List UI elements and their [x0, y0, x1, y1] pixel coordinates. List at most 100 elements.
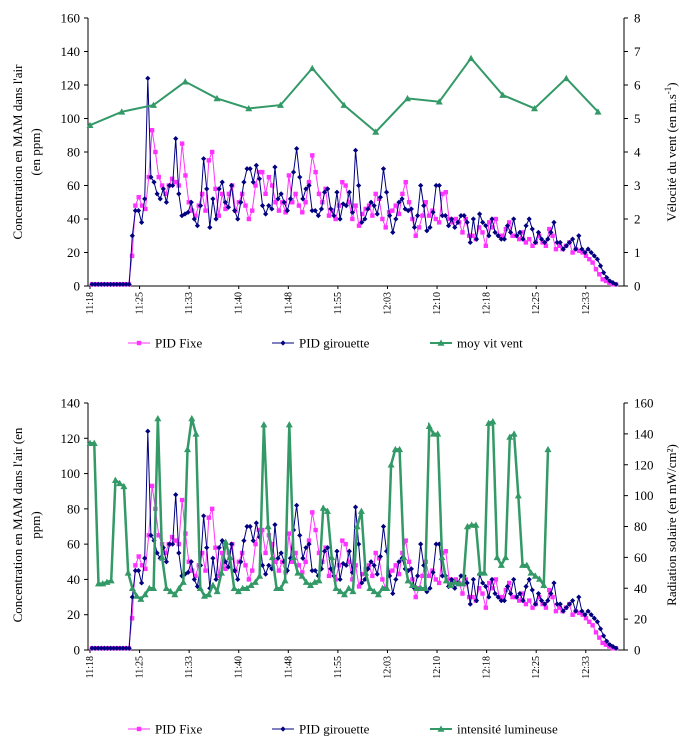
pid-girouette-point [114, 281, 120, 287]
pid-girouette-point [241, 179, 247, 185]
pid-girouette-point [259, 562, 266, 568]
green-point [167, 587, 175, 595]
legend-pid-fixe-label: PID Fixe [155, 722, 203, 737]
pid-girouette-point [535, 229, 542, 235]
pid-girouette-point [374, 211, 380, 217]
pid-girouette-point [526, 216, 532, 222]
pid-girouette-point [430, 569, 436, 575]
pid-fixe-point [460, 230, 465, 235]
pid-girouette-point [365, 206, 371, 212]
pid-girouette-point [557, 239, 563, 246]
pid-fixe-point [480, 230, 485, 235]
pid-fixe-point [303, 559, 308, 564]
pid-girouette-point [514, 233, 520, 239]
pid-fixe-point [597, 635, 602, 640]
pid-girouette-point [166, 541, 173, 547]
pid-fixe-point [543, 243, 549, 248]
green-point [205, 590, 213, 598]
pid-fixe-point [133, 203, 138, 208]
pid-girouette-point [445, 223, 452, 229]
y2-tick-label: 2 [634, 212, 641, 227]
pid-fixe-point [590, 623, 595, 628]
pid-girouette-point [272, 164, 278, 170]
green-point [425, 422, 433, 429]
pid-girouette-point [449, 216, 455, 222]
pid-girouette-point [294, 502, 300, 508]
green-point [340, 590, 348, 598]
green-point [118, 108, 126, 115]
green-point [319, 504, 327, 511]
green-point [308, 64, 316, 72]
pid-girouette-point [480, 580, 486, 586]
pid-girouette-point [476, 211, 483, 217]
pid-girouette-point [139, 219, 145, 225]
pid-girouette-point [173, 492, 179, 498]
pid-girouette-point [145, 75, 151, 81]
pid-fixe-point [500, 233, 505, 238]
y2-tick-label: 5 [634, 111, 641, 126]
pid-girouette-point [238, 559, 244, 565]
green-point [357, 507, 365, 514]
pid-fixe-point [143, 206, 148, 212]
pid-fixe-point [136, 195, 141, 200]
pid-girouette-point [194, 223, 201, 229]
pid-fixe-point [313, 169, 318, 175]
pid-girouette-point [551, 219, 557, 225]
pid-girouette-point [228, 541, 235, 547]
pid-girouette-point [306, 541, 312, 547]
pid-girouette-point [393, 216, 399, 222]
pid-girouette-point [176, 191, 182, 197]
pid-fixe-point [276, 568, 282, 573]
pid-fixe-point [256, 169, 262, 175]
pid-girouette-point [554, 239, 560, 246]
pid-girouette-point [123, 645, 129, 651]
pid-girouette-point [300, 196, 306, 202]
pid-girouette-point [551, 580, 557, 586]
pid-girouette-point [458, 213, 464, 219]
pid-fixe-point [189, 208, 195, 213]
y-axis-label-2b: ppm) [28, 511, 43, 538]
pid-girouette-point [569, 236, 576, 242]
pid-girouette-point [129, 233, 135, 239]
y2-axis-label-2: Radiation solaire (en mW/cm²) [664, 444, 679, 606]
green-point [243, 584, 251, 592]
pid-fixe-point [443, 549, 448, 554]
green-point [404, 577, 412, 584]
pid-fixe-point [410, 577, 415, 582]
pid-girouette-point [241, 538, 247, 544]
pid-girouette-point [247, 166, 253, 172]
chart-2-left-axis-label: Concentration en MAM dans l'air (en ppm) [10, 427, 43, 622]
pid-girouette-point [594, 256, 600, 262]
y2-tick-label: 1 [634, 245, 641, 260]
pid-fixe-point [159, 183, 165, 188]
pid-girouette-point [95, 645, 101, 651]
pid-girouette-point [269, 206, 275, 212]
x-tick-label: 12:33 [581, 292, 592, 315]
pid-fixe-point [510, 233, 515, 238]
pid-girouette-point [263, 211, 269, 217]
pid-fixe-point [199, 191, 205, 197]
pid-girouette-point [325, 186, 331, 192]
pid-fixe-point [530, 243, 535, 248]
legend-light-label: intensité lumineuse [457, 722, 558, 737]
pid-girouette-point [185, 209, 191, 215]
pid-girouette-point [486, 594, 492, 600]
pid-fixe-point [326, 573, 332, 579]
pid-girouette-point [356, 541, 362, 547]
pid-girouette-point [281, 199, 287, 205]
pid-fixe-point [476, 586, 482, 591]
x-tick-label: 11:40 [234, 292, 245, 314]
pid-girouette-point [399, 196, 405, 202]
pid-fixe-point [600, 640, 605, 646]
x-tick-label: 12:18 [482, 656, 493, 679]
pid-fixe-point [340, 179, 345, 185]
pid-fixe-point [153, 149, 158, 155]
pid-fixe-point [547, 587, 552, 593]
pid-fixe-point [213, 545, 218, 550]
pid-girouette-point [418, 182, 424, 189]
pid-girouette-point [312, 568, 318, 574]
pid-fixe-point [219, 191, 225, 197]
pid-girouette-point [473, 598, 480, 604]
green-point [493, 553, 501, 561]
green-point [268, 553, 276, 561]
